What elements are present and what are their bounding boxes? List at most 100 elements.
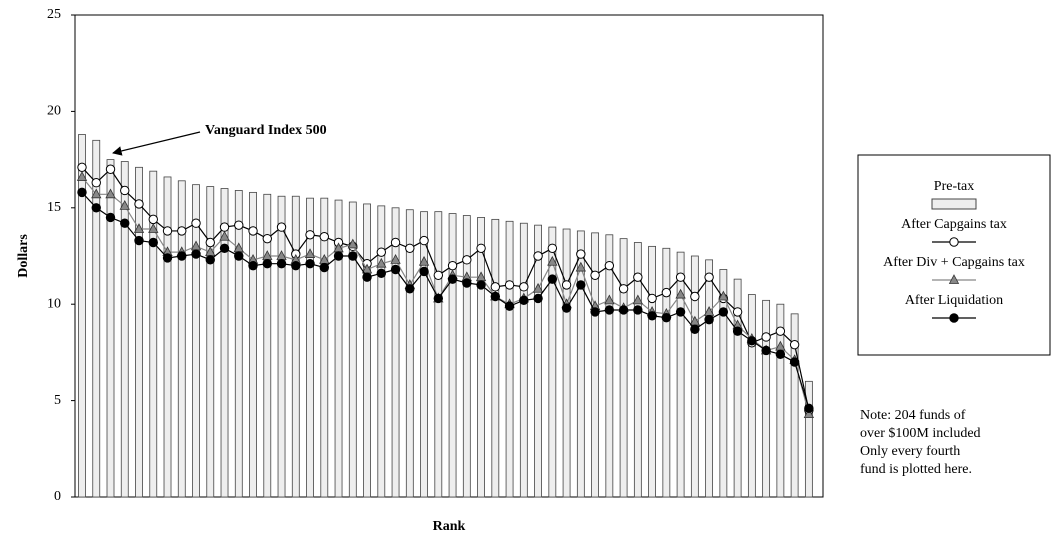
marker [661,312,672,323]
bar [534,224,542,498]
bar [291,195,300,498]
bar [619,238,628,498]
bar [434,211,443,498]
marker [134,199,144,209]
marker [547,274,558,284]
bar [78,134,86,498]
marker [148,237,158,248]
marker [162,226,173,236]
marker [519,295,529,306]
marker [647,311,657,321]
marker [376,257,387,268]
marker [248,260,258,271]
marker [590,270,600,280]
marker [148,223,159,233]
marker [91,203,101,213]
marker [191,249,201,259]
y-axis-title: Dollars [16,234,31,278]
marker [462,255,472,265]
y-tick-label: 25 [47,7,61,22]
bar [306,197,314,498]
marker [319,232,329,242]
marker [362,272,372,282]
bar [348,201,357,498]
marker [675,307,686,317]
bar [405,209,414,498]
marker [105,188,116,199]
bar [662,247,671,498]
series-line [81,191,810,409]
marker [262,259,272,269]
marker [433,293,444,304]
legend-label: After Liquidation [905,293,1003,308]
bar [334,199,343,498]
bar [562,228,571,498]
marker [476,243,486,253]
marker [533,251,543,261]
legend-box [857,154,1051,356]
bar [106,159,115,498]
legend-marker [949,313,959,323]
bar [790,313,799,498]
marker [191,218,201,228]
bar [277,195,286,498]
marker [376,247,387,257]
marker [219,230,230,241]
marker [804,403,814,414]
legend-label: After Capgains tax [901,217,1007,232]
bar [733,278,742,498]
y-tick-label: 20 [47,104,61,119]
marker [690,291,700,302]
marker [575,261,586,272]
marker [276,259,287,269]
marker [504,301,515,311]
marker [219,243,230,253]
marker [133,223,145,233]
note-line: fund is plotted here. [860,462,972,477]
legend-label: Pre-tax [934,179,974,194]
marker [547,243,558,253]
marker [547,255,558,266]
bar [690,255,699,498]
marker [148,214,158,225]
marker [561,280,572,290]
marker [333,251,344,261]
marker [205,237,215,248]
marker [291,260,301,271]
marker [576,280,586,290]
marker [219,222,230,232]
marker [789,357,800,367]
marker [305,230,315,240]
marker [504,280,515,290]
bar [377,205,386,498]
bar [519,222,528,498]
marker [633,272,643,282]
marker [490,291,501,302]
marker [91,178,101,188]
bar [192,184,200,498]
marker [105,164,116,174]
marker [276,222,287,232]
marker [418,255,430,266]
bar [462,215,471,498]
bar [220,188,229,498]
bar [776,303,785,498]
marker [532,282,544,293]
marker [476,280,486,290]
bar [363,203,371,498]
bar [676,251,685,498]
bar [448,213,457,498]
marker [732,307,743,317]
marker [761,332,771,342]
y-tick-label: 0 [54,489,61,504]
marker [462,278,472,288]
marker [775,326,786,336]
series-line [81,176,810,415]
marker [91,188,102,199]
marker [262,233,272,244]
bar [605,234,614,498]
bar [120,161,129,498]
marker [120,218,130,228]
marker [390,264,401,275]
